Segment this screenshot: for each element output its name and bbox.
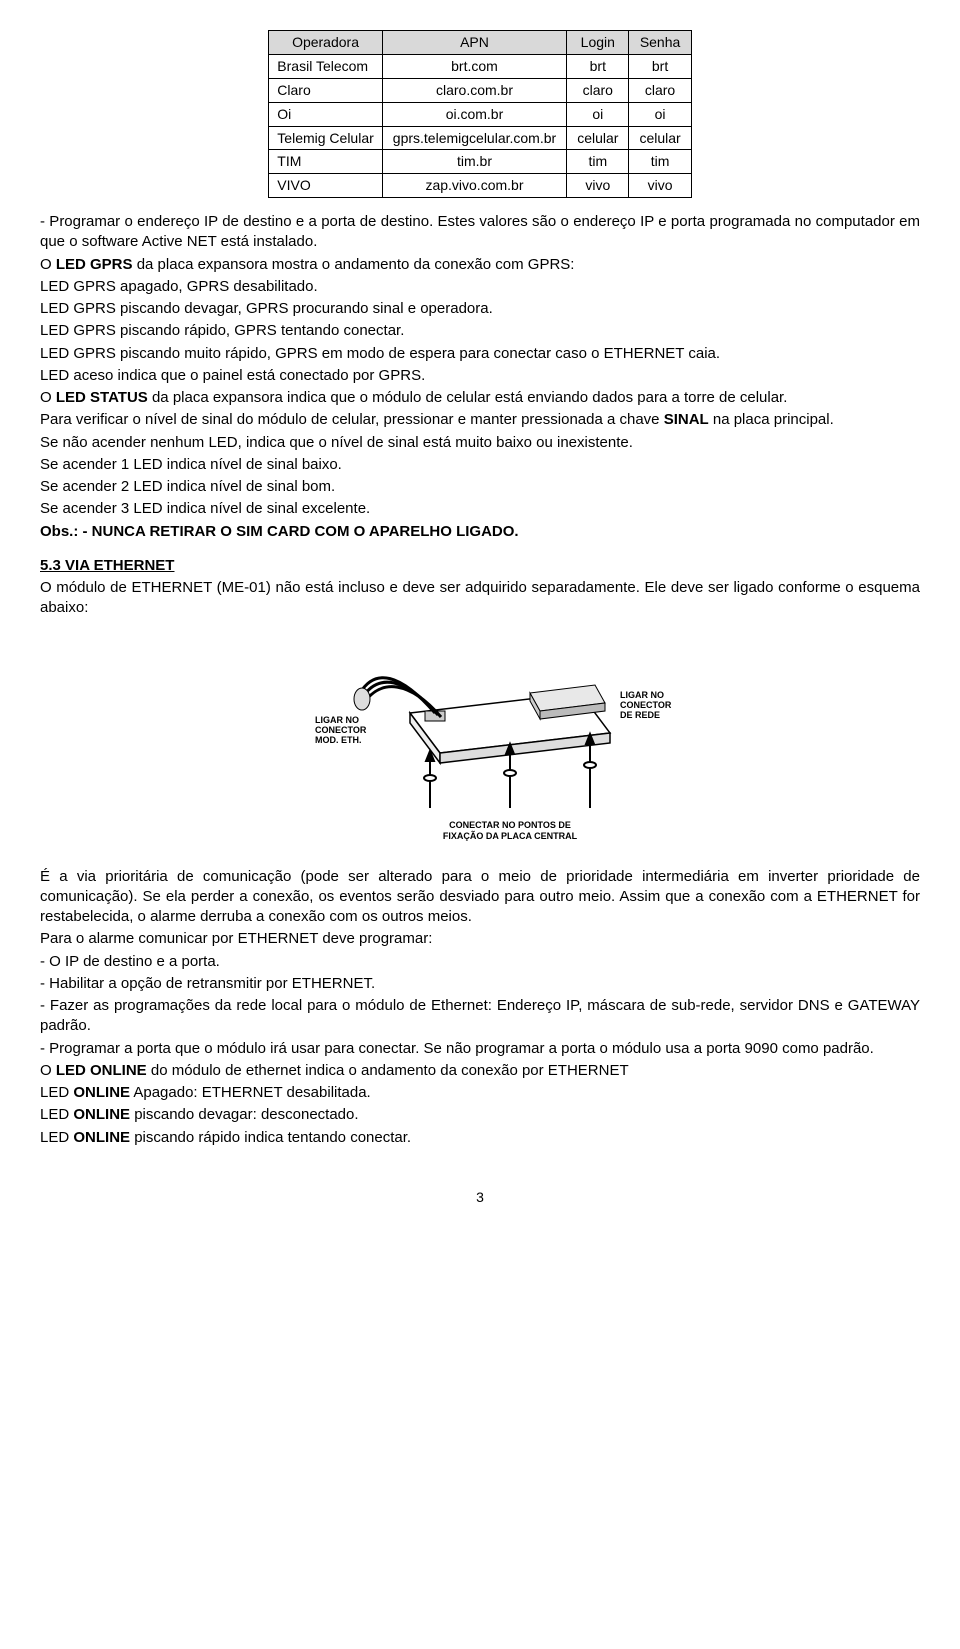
body-text: LED GPRS piscando muito rápido, GPRS em …: [40, 344, 920, 364]
table-cell: oi: [629, 102, 691, 126]
table-cell: brt.com: [382, 54, 566, 78]
apn-table: Operadora APN Login Senha Brasil Telecom…: [268, 30, 691, 198]
body-text: - Programar o endereço IP de destino e a…: [40, 212, 920, 253]
table-cell: Oi: [269, 102, 382, 126]
body-text: LED aceso indica que o painel está conec…: [40, 366, 920, 386]
body-text: Para o alarme comunicar por ETHERNET dev…: [40, 929, 920, 949]
table-cell: Claro: [269, 78, 382, 102]
table-cell: brt: [629, 54, 691, 78]
body-text: Se acender 2 LED indica nível de sinal b…: [40, 477, 920, 497]
table-cell: oi.com.br: [382, 102, 566, 126]
table-row: Telemig Celulargprs.telemigcelular.com.b…: [269, 126, 691, 150]
body-text: - O IP de destino e a porta.: [40, 952, 920, 972]
table-cell: brt: [567, 54, 629, 78]
body-text: - Habilitar a opção de retransmitir por …: [40, 974, 920, 994]
body-text: LED ONLINE piscando devagar: desconectad…: [40, 1105, 920, 1125]
table-row: Oioi.com.broioi: [269, 102, 691, 126]
warning-text: Obs.: - NUNCA RETIRAR O SIM CARD COM O A…: [40, 522, 920, 542]
table-cell: tim: [567, 150, 629, 174]
body-text: LED GPRS apagado, GPRS desabilitado.: [40, 277, 920, 297]
body-text: - Fazer as programações da rede local pa…: [40, 996, 920, 1037]
table-cell: celular: [567, 126, 629, 150]
body-text: Se acender 3 LED indica nível de sinal e…: [40, 499, 920, 519]
table-cell: claro: [629, 78, 691, 102]
col-senha: Senha: [629, 31, 691, 55]
table-cell: tim: [629, 150, 691, 174]
col-apn: APN: [382, 31, 566, 55]
col-operadora: Operadora: [269, 31, 382, 55]
table-row: Brasil Telecombrt.combrtbrt: [269, 54, 691, 78]
body-text: LED GPRS piscando devagar, GPRS procuran…: [40, 299, 920, 319]
table-cell: vivo: [567, 174, 629, 198]
diagram-label: CONECTOR: [315, 725, 367, 735]
table-cell: Brasil Telecom: [269, 54, 382, 78]
body-text: O módulo de ETHERNET (ME-01) não está in…: [40, 578, 920, 619]
body-text: É a via prioritária de comunicação (pode…: [40, 867, 920, 928]
diagram-label: LIGAR NO: [620, 690, 664, 700]
diagram-label: MOD. ETH.: [315, 735, 362, 745]
body-text: Se não acender nenhum LED, indica que o …: [40, 433, 920, 453]
diagram-label: LIGAR NO: [315, 715, 359, 725]
col-login: Login: [567, 31, 629, 55]
body-text: Para verificar o nível de sinal do módul…: [40, 410, 920, 430]
table-cell: zap.vivo.com.br: [382, 174, 566, 198]
table-cell: TIM: [269, 150, 382, 174]
table-cell: tim.br: [382, 150, 566, 174]
diagram-label: CONECTOR: [620, 700, 672, 710]
table-cell: claro: [567, 78, 629, 102]
table-row: VIVOzap.vivo.com.brvivovivo: [269, 174, 691, 198]
table-row: TIMtim.brtimtim: [269, 150, 691, 174]
gprs-section: - Programar o endereço IP de destino e a…: [40, 212, 920, 542]
diagram-label: CONECTAR NO PONTOS DE: [449, 820, 571, 830]
diagram-label: FIXAÇÃO DA PLACA CENTRAL: [443, 831, 578, 841]
table-cell: VIVO: [269, 174, 382, 198]
body-text: LED ONLINE Apagado: ETHERNET desabilitad…: [40, 1083, 920, 1103]
body-text: - Programar a porta que o módulo irá usa…: [40, 1039, 920, 1059]
table-cell: Telemig Celular: [269, 126, 382, 150]
body-text: O LED ONLINE do módulo de ethernet indic…: [40, 1061, 920, 1081]
body-text: Se acender 1 LED indica nível de sinal b…: [40, 455, 920, 475]
ethernet-section: 5.3 VIA ETHERNET O módulo de ETHERNET (M…: [40, 556, 920, 1148]
table-cell: claro.com.br: [382, 78, 566, 102]
body-text: LED ONLINE piscando rápido indica tentan…: [40, 1128, 920, 1148]
section-heading: 5.3 VIA ETHERNET: [40, 556, 920, 576]
table-cell: celular: [629, 126, 691, 150]
table-cell: oi: [567, 102, 629, 126]
table-row: Claroclaro.com.brclaroclaro: [269, 78, 691, 102]
body-text: O LED GPRS da placa expansora mostra o a…: [40, 255, 920, 275]
ethernet-diagram: LIGAR NO CONECTOR MOD. ETH. LIGAR NO CON…: [280, 633, 680, 853]
table-cell: gprs.telemigcelular.com.br: [382, 126, 566, 150]
body-text: LED GPRS piscando rápido, GPRS tentando …: [40, 321, 920, 341]
diagram-label: DE REDE: [620, 710, 660, 720]
table-cell: vivo: [629, 174, 691, 198]
page-number: 3: [40, 1188, 920, 1207]
body-text: O LED STATUS da placa expansora indica q…: [40, 388, 920, 408]
